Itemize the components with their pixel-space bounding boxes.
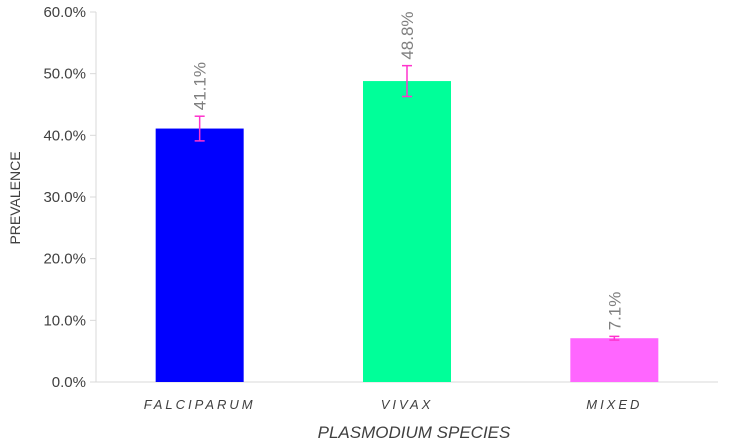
- y-tick-label: 10.0%: [43, 312, 86, 329]
- y-tick-label: 60.0%: [43, 4, 86, 21]
- y-axis-title: PREVALENCE: [7, 151, 23, 244]
- data-label: 7.1%: [605, 292, 624, 331]
- data-labels: 41.1% 48.8% 7.1%: [191, 11, 625, 330]
- x-tick-label: FALCIPARUM: [144, 397, 256, 412]
- bar-vivax: [363, 81, 451, 383]
- bar-falciparum: [155, 128, 244, 382]
- y-tick-label: 30.0%: [43, 189, 86, 206]
- bars: [155, 81, 659, 383]
- y-axis: 0.0% 10.0% 20.0% 30.0% 40.0% 50.0% 60.0%: [43, 4, 97, 391]
- x-axis: FALCIPARUM VIVAX MIXED: [96, 381, 718, 412]
- bar-mixed: [570, 338, 659, 382]
- data-label: 41.1%: [191, 62, 210, 110]
- data-label: 48.8%: [398, 11, 417, 59]
- y-tick-label: 40.0%: [43, 127, 86, 144]
- error-bars: [194, 64, 620, 341]
- x-axis-title: PLASMODIUM SPECIES: [318, 423, 511, 442]
- x-tick-label: MIXED: [586, 397, 642, 412]
- y-tick-label: 20.0%: [43, 251, 86, 268]
- y-tick-label: 50.0%: [43, 66, 86, 83]
- y-tick-label: 0.0%: [52, 374, 86, 391]
- x-tick-label: VIVAX: [381, 397, 434, 412]
